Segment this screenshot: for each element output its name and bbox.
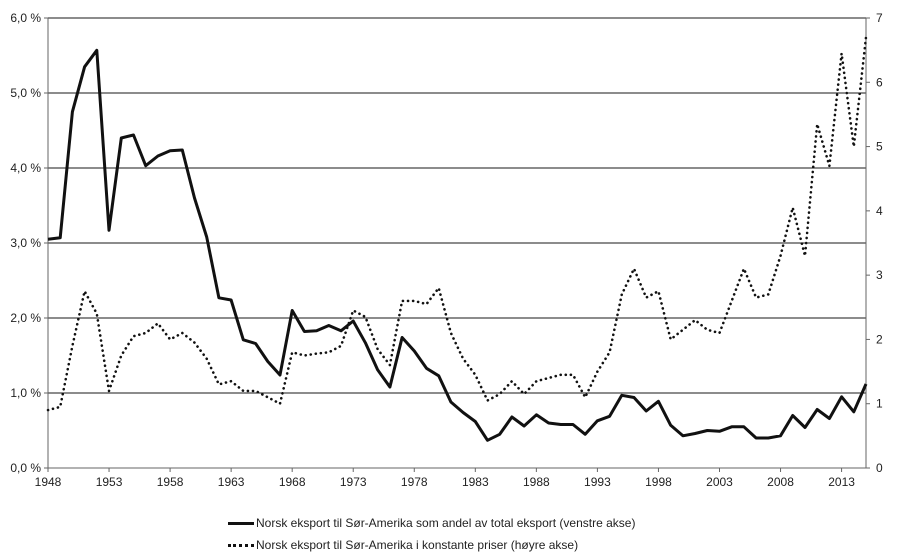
left-tick-label: 6,0 %	[10, 11, 41, 25]
x-axis-tick-labels: 1948 1953 1958 1963 1968 1973 1978 1983 1988 1993…	[35, 475, 856, 489]
x-tick-label: 1958	[157, 475, 184, 489]
left-tick-label: 5,0 %	[10, 86, 41, 100]
x-tick-label: 1983	[462, 475, 489, 489]
legend-swatch-solid	[228, 521, 254, 525]
x-tick-label: 2003	[706, 475, 733, 489]
series-lines	[46, 35, 868, 442]
right-tick-label: 7	[876, 11, 883, 25]
x-tick-label: 2008	[767, 475, 794, 489]
x-tick-label: 1953	[96, 475, 123, 489]
right-tick-label: 6	[876, 75, 883, 89]
legend-item-constant-prices: Norsk eksport til Sør-Amerika i konstant…	[228, 534, 635, 556]
x-tick-label: 1973	[340, 475, 367, 489]
x-tick-label: 1948	[35, 475, 62, 489]
legend-label-constant-prices: Norsk eksport til Sør-Amerika i konstant…	[256, 538, 579, 552]
left-tick-label: 0,0 %	[10, 461, 41, 475]
x-tick-label: 1978	[401, 475, 428, 489]
x-tick-label: 1988	[523, 475, 550, 489]
x-tick-label: 1998	[645, 475, 672, 489]
left-tick-label: 3,0 %	[10, 236, 41, 250]
series-line-share	[47, 48, 868, 442]
legend-label-share: Norsk eksport til Sør-Amerika som andel …	[256, 516, 636, 530]
legend-swatch-dotted	[228, 543, 254, 547]
gridlines	[48, 17, 866, 394]
right-tick-label: 0	[876, 461, 883, 475]
x-tick-label: 1963	[218, 475, 245, 489]
right-tick-label: 5	[876, 140, 883, 154]
right-tick-label: 3	[876, 268, 883, 282]
right-axis-tick-labels: 0 1 2 3 4 5 6 7	[876, 11, 883, 475]
left-tick-label: 2,0 %	[10, 311, 41, 325]
right-tick-label: 4	[876, 204, 883, 218]
left-axis-tick-labels: 0,0 % 1,0 % 2,0 % 3,0 % 4,0 % 5,0 % 6,0 %	[10, 11, 41, 475]
x-tick-label: 1993	[584, 475, 611, 489]
left-tick-label: 1,0 %	[10, 386, 41, 400]
x-tick-label: 1968	[279, 475, 306, 489]
x-tick-label: 2013	[828, 475, 855, 489]
axes	[44, 17, 870, 472]
legend-item-share: Norsk eksport til Sør-Amerika som andel …	[228, 512, 635, 534]
right-tick-label: 1	[876, 397, 883, 411]
right-tick-label: 2	[876, 332, 883, 346]
left-tick-label: 4,0 %	[10, 161, 41, 175]
legend: Norsk eksport til Sør-Amerika som andel …	[228, 512, 635, 556]
